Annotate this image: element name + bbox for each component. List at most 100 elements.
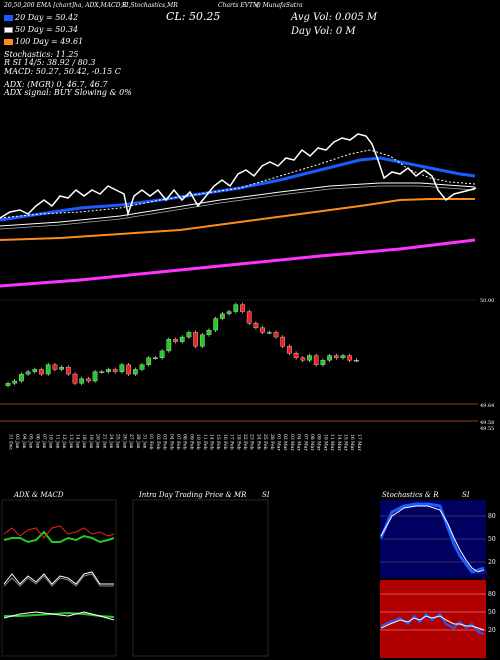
- candle-body: [193, 332, 198, 347]
- candle-body: [186, 332, 192, 338]
- date-label: 13 Jan: [68, 434, 74, 449]
- candle-body: [266, 332, 272, 334]
- ema20-swatch: [4, 15, 13, 21]
- candle-body: [99, 371, 105, 373]
- candle-body: [287, 346, 292, 354]
- date-label: 28 Jan: [135, 434, 141, 449]
- date-label: 14 Mar: [336, 434, 342, 451]
- date-label: 02 Feb: [155, 434, 161, 450]
- date-label: 17 Mar: [356, 434, 362, 451]
- macd-signal: [3, 573, 114, 587]
- candle-body: [79, 378, 85, 384]
- candle-body: [106, 369, 111, 372]
- candle-body: [340, 355, 346, 359]
- ema50-line: [0, 182, 476, 227]
- stoch-k-line: [379, 502, 485, 574]
- intraday-title: Intra Day Trading Price & MR: [139, 491, 247, 499]
- header-indicators: 20,50,200 EMA [chart]ha, ADX,MACD,R: [4, 2, 127, 9]
- adx-signal: ADX signal: BUY Slowing & 0%: [4, 88, 132, 97]
- ema200-line: [0, 238, 476, 288]
- candle-body: [307, 355, 312, 361]
- candle-body: [206, 329, 212, 335]
- date-label: 18 Jan: [81, 434, 87, 449]
- macd-line: [3, 571, 114, 585]
- date-label: 03 Mar: [289, 434, 295, 451]
- candle-body: [153, 357, 158, 360]
- candle-body: [45, 364, 51, 375]
- date-label: 27 Jan: [128, 434, 134, 449]
- adx-macd-title: ADX & MACD: [14, 491, 64, 499]
- date-label: 24 Jan: [108, 434, 114, 449]
- date-label: 19 Jan: [88, 434, 94, 449]
- date-label: 10 Mar: [322, 434, 328, 451]
- date-label: 31 Dec: [8, 434, 14, 450]
- ema50-line-inner: [0, 185, 476, 230]
- date-label: 01 Mar: [276, 434, 282, 451]
- candle-body: [112, 369, 118, 372]
- candle-body: [327, 355, 332, 361]
- date-label: 05 Jan: [28, 434, 34, 449]
- ema50-swatch: [4, 27, 13, 33]
- candle-body: [19, 373, 24, 382]
- close-price-line: [0, 133, 477, 219]
- date-label: 11 Mar: [329, 434, 335, 451]
- date-label: 26 Jan: [121, 434, 127, 449]
- candle-body: [166, 339, 172, 352]
- ema100-swatch: [4, 39, 13, 45]
- candle-body: [333, 355, 339, 359]
- date-label: 20 Jan: [95, 434, 101, 449]
- stoch-tick-20: 20: [488, 559, 496, 566]
- adx-macd-panel: [1, 499, 117, 657]
- date-label: 04 Feb: [168, 434, 174, 450]
- stochastics-readout: Stochastics: 11.25: [4, 50, 79, 59]
- stoch-tick-50: 50: [488, 536, 496, 543]
- candle-body: [226, 311, 232, 315]
- candle-body: [233, 304, 239, 312]
- price-label: 49.64: [480, 403, 494, 409]
- stoch-d-line: [380, 505, 485, 573]
- legend-ema100: 100 Day = 49.61: [4, 37, 83, 46]
- candle-body: [240, 304, 245, 312]
- date-label: 25 Jan: [115, 434, 121, 449]
- date-label: 07 Jan: [41, 434, 47, 449]
- date-label: 10 Feb: [195, 434, 201, 450]
- adx-minus-line: [3, 525, 115, 539]
- candle-body: [199, 334, 205, 347]
- date-label: 09 Mar: [316, 434, 322, 451]
- date-label: 06 Jan: [34, 434, 40, 449]
- candle-body: [213, 318, 219, 331]
- adx-readout: ADX: (MGR) 0, 46.7, 46.7: [4, 80, 108, 89]
- stoch-value: 11.25: [473, 570, 487, 576]
- candle-body: [65, 366, 71, 375]
- candle-body: [146, 357, 152, 365]
- date-label: 14 Jan: [75, 434, 81, 449]
- brand-label: () MunafaSutra: [256, 2, 303, 9]
- candle-body: [139, 364, 145, 370]
- rsi-tick-20: 20: [488, 627, 496, 634]
- price-label: 49.55: [480, 426, 494, 432]
- rsi-white-line: [380, 615, 485, 631]
- date-label: 11 Feb: [202, 434, 208, 450]
- price-label: 49.58: [480, 420, 494, 426]
- candle-body: [119, 364, 125, 372]
- day-volume: Day Vol: 0 M: [291, 26, 356, 37]
- date-label: 23 Feb: [249, 434, 255, 450]
- candle-body: [246, 311, 252, 324]
- candle-body: [260, 327, 265, 333]
- macd-readout: MACD: 50.27, 50.42, -0.15 C: [4, 67, 121, 76]
- stoch-si: SI: [462, 491, 470, 499]
- candle-body: [12, 380, 18, 384]
- price-label: 50.00: [480, 298, 494, 304]
- candle-body: [72, 373, 78, 384]
- rsi-tick-50: 50: [488, 609, 496, 616]
- candle-body: [354, 360, 359, 362]
- candle-body: [126, 364, 131, 375]
- avg-volume: Avg Vol: 0.005 M: [291, 12, 378, 23]
- date-label: 04 Mar: [296, 434, 302, 451]
- date-label: 10 Jan: [48, 434, 54, 449]
- date-label: 14 Feb: [209, 434, 215, 450]
- candle-body: [5, 383, 11, 386]
- bottom-panels: 80 50 20 11.25 80 50 20: [1, 499, 496, 658]
- date-label: 03 Feb: [162, 434, 168, 450]
- stoch-title: Stochastics & R: [382, 491, 439, 499]
